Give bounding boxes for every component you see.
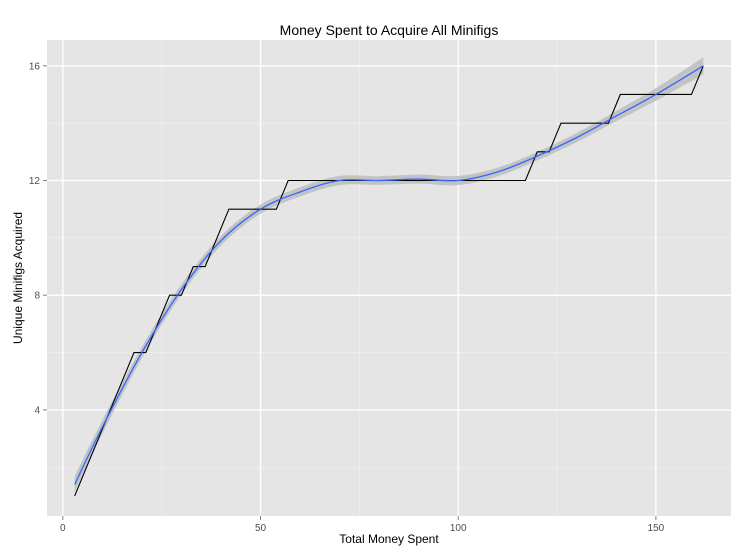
- confidence-band: [74, 57, 704, 493]
- x-tick-label: 100: [450, 523, 467, 534]
- y-tick-label: 12: [29, 176, 41, 187]
- x-tick-label: 50: [255, 523, 267, 534]
- y-axis-ticks: 4 8 12 16: [29, 61, 47, 416]
- chart-title: Money Spent to Acquire All Minifigs: [280, 22, 499, 38]
- x-tick-label: 150: [648, 523, 665, 534]
- minor-grid: [47, 40, 731, 516]
- y-axis-title: Unique Minifigs Acquired: [11, 212, 25, 344]
- x-axis-ticks: 0 50 100 150: [60, 516, 665, 534]
- y-tick-label: 8: [34, 291, 40, 302]
- x-tick-label: 0: [60, 523, 66, 534]
- y-tick-label: 4: [34, 405, 40, 416]
- smooth-trend-line: [74, 65, 704, 485]
- step-series-line: [74, 65, 704, 497]
- y-tick-label: 16: [29, 61, 41, 72]
- x-axis-title: Total Money Spent: [339, 532, 439, 546]
